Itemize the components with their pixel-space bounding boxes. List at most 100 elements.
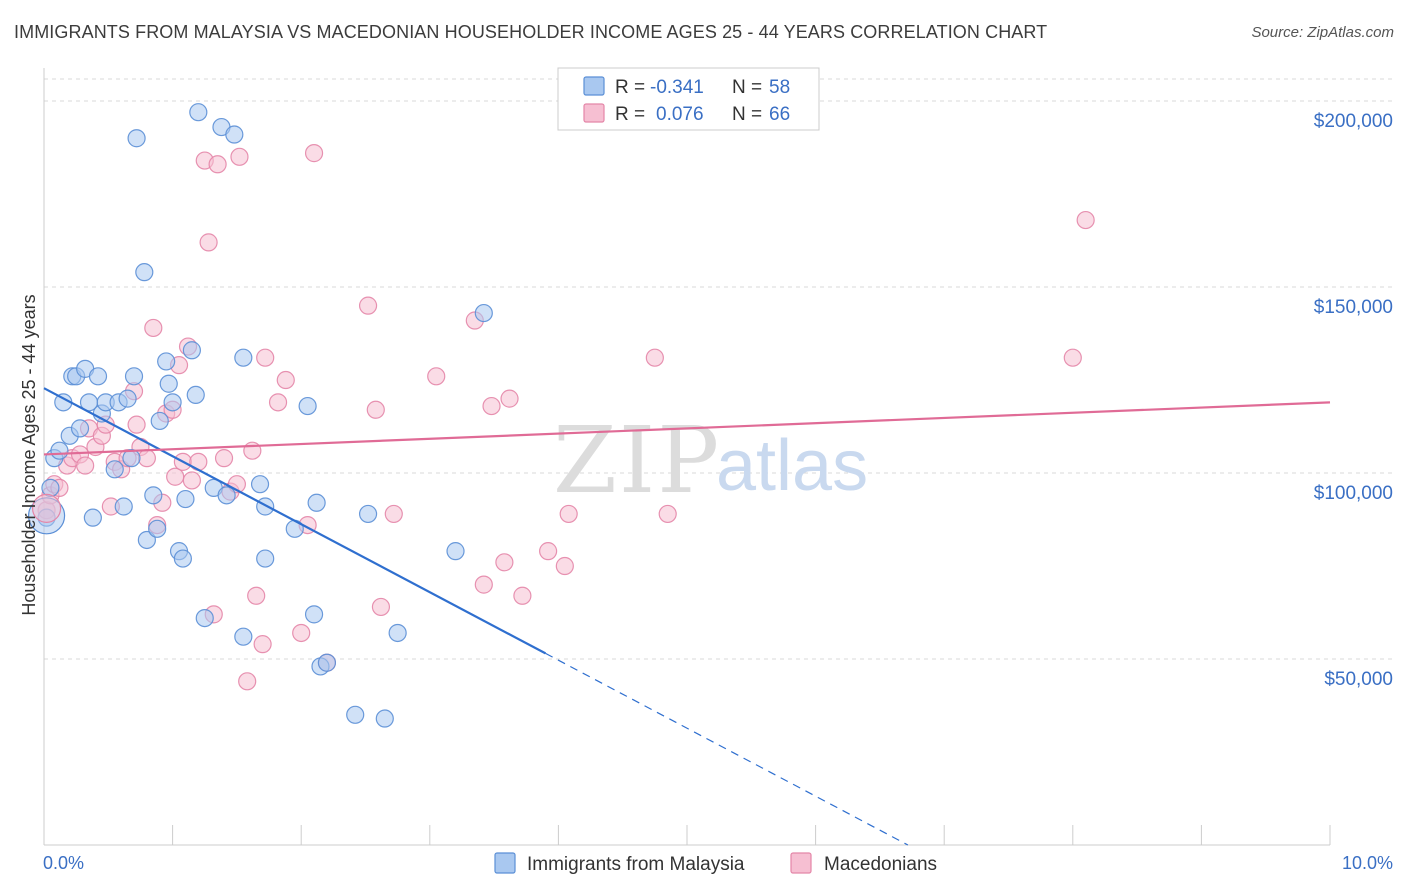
macedonian-point: [208, 155, 227, 174]
malaysia-point: [195, 608, 214, 628]
malaysia-point: [118, 389, 137, 408]
macedonian-point: [645, 348, 664, 367]
malaysia-point: [304, 605, 324, 624]
watermark-atlas: atlas: [716, 426, 868, 506]
legend-r-value-2: 0.076: [656, 104, 704, 125]
macedonian-point: [474, 575, 493, 594]
macedonian-point: [268, 393, 288, 412]
macedonian-point: [384, 504, 403, 524]
macedonian-point: [276, 370, 295, 390]
legend-r-label-2: R =: [615, 104, 645, 125]
legend-n-value-1: 58: [769, 77, 790, 98]
malaysia-point: [173, 549, 192, 568]
macedonian-point: [253, 635, 272, 654]
malaysia-point: [176, 489, 195, 509]
macedonian-point: [1063, 348, 1082, 367]
malaysia-point: [114, 497, 133, 516]
macedonian-point: [427, 367, 446, 386]
trend-layer: [43, 387, 1331, 846]
malaysia-point: [225, 125, 244, 144]
macedonian-point: [292, 623, 311, 643]
malaysia-point: [137, 530, 156, 550]
malaysia-point: [144, 486, 163, 505]
malaysia-point: [105, 460, 124, 479]
x-tick-label-min: 0.0%: [43, 853, 84, 873]
macedonian-point: [182, 471, 201, 490]
bottom-legend-label-macedonians: Macedonians: [824, 854, 937, 875]
macedonian-point: [500, 389, 519, 408]
malaysia-point: [388, 623, 407, 643]
malaysia-point: [50, 441, 69, 460]
macedonian-point: [513, 586, 532, 605]
watermark: ZIP atlas: [553, 407, 868, 514]
macedonian-point: [371, 597, 391, 617]
bottom-legend: Immigrants from Malaysia Macedonians: [494, 852, 937, 875]
y-tick-label: $100,000: [1314, 483, 1393, 504]
malaysia-point: [163, 393, 182, 412]
chart-source: Source: ZipAtlas.com: [1251, 24, 1394, 41]
malaysia-point: [122, 449, 141, 468]
macedonian-point: [482, 396, 501, 416]
macedonian-point: [1076, 210, 1095, 230]
malaysia-point: [234, 348, 253, 367]
malaysia-point: [234, 627, 253, 646]
malaysia-point: [317, 653, 337, 672]
macedonian-point: [76, 456, 95, 475]
grid-layer: [44, 78, 1395, 660]
macedonian-point: [127, 415, 146, 434]
legend-n-label-1: N =: [732, 77, 762, 98]
malaysia-point: [135, 263, 154, 282]
malaysia-point: [148, 519, 167, 538]
macedonian-point: [555, 556, 574, 576]
malaysia-point: [256, 497, 275, 516]
malaysia-point: [346, 705, 365, 724]
macedonian-point: [137, 449, 156, 468]
y-tick-label: $50,000: [1324, 669, 1393, 690]
bottom-legend-swatch-malaysia: [494, 852, 516, 874]
legend-swatch-macedonians: [583, 103, 605, 123]
malaysia-trend-extension: [545, 652, 909, 846]
legend-box: R = -0.341 N = 58 R = 0.076 N = 66: [557, 67, 820, 131]
malaysia-point: [41, 478, 60, 497]
legend-n-label-2: N =: [732, 104, 762, 125]
bottom-legend-label-malaysia: Immigrants from Malaysia: [527, 854, 745, 875]
macedonian-point: [214, 449, 234, 468]
y-tick-label: $200,000: [1314, 111, 1393, 132]
macedonian-point: [658, 504, 677, 524]
macedonian-point: [358, 296, 378, 315]
malaysia-point: [474, 303, 493, 323]
malaysia-point: [217, 486, 236, 505]
malaysia-point: [375, 709, 394, 728]
macedonian-point: [144, 318, 163, 338]
x-tick-label-max: 10.0%: [1342, 853, 1393, 873]
y-tick-label: $150,000: [1314, 297, 1393, 318]
malaysia-point: [150, 411, 169, 431]
macedonian-point: [247, 586, 266, 605]
malaysia-point: [298, 396, 317, 416]
chart-title: IMMIGRANTS FROM MALAYSIA VS MACEDONIAN H…: [14, 22, 1048, 42]
malaysia-point: [358, 504, 378, 524]
malaysia-point: [182, 341, 201, 360]
malaysia-point: [157, 352, 176, 371]
macedonian-point: [304, 144, 324, 163]
macedonian-point: [539, 542, 558, 561]
malaysia-point: [83, 508, 102, 527]
axes-layer: [43, 68, 1331, 846]
malaysia-point: [446, 542, 465, 561]
malaysia-point: [88, 367, 108, 386]
malaysia-point: [256, 549, 275, 568]
bottom-legend-swatch-macedonians: [790, 852, 812, 874]
malaysia-point: [124, 367, 144, 386]
malaysia-point: [250, 475, 270, 494]
legend-n-value-2: 66: [769, 104, 790, 125]
legend-r-value-1: -0.341: [650, 77, 704, 98]
macedonian-point: [366, 400, 385, 419]
macedonian-point: [238, 672, 257, 691]
malaysia-point: [186, 385, 205, 405]
macedonian-point: [199, 233, 218, 252]
macedonian-point: [166, 467, 185, 486]
malaysia-point: [307, 493, 326, 512]
macedonian-point: [495, 553, 514, 572]
legend-r-label-1: R =: [615, 77, 645, 98]
